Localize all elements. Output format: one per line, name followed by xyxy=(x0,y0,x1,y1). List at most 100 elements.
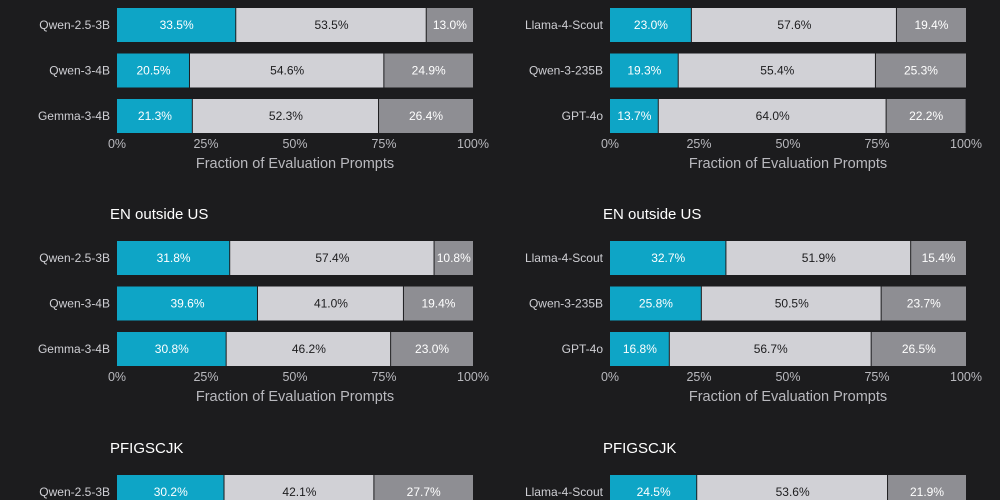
bar-value-label: 51.9% xyxy=(802,251,836,265)
bar-segment xyxy=(678,53,875,88)
panel-title: EN outside US xyxy=(110,206,208,223)
bar-value-label: 56.7% xyxy=(754,342,788,356)
bar-segment xyxy=(192,99,379,133)
bar-value-label: 23.7% xyxy=(907,297,941,311)
bar-value-label: 13.0% xyxy=(433,18,467,32)
bar-value-label: 27.7% xyxy=(407,485,441,499)
bar-value-label: 30.8% xyxy=(155,342,189,356)
category-label: Qwen-3-4B xyxy=(49,297,110,311)
x-axis-title: Fraction of Evaluation Prompts xyxy=(689,156,887,172)
x-tick-label: 100% xyxy=(950,137,982,151)
bar-segment xyxy=(374,475,473,500)
x-tick-label: 75% xyxy=(371,137,396,151)
bar-segment xyxy=(117,99,192,133)
bar-segment xyxy=(117,53,189,88)
bar-value-label: 20.5% xyxy=(136,64,170,78)
bar-segment xyxy=(726,241,911,275)
bar-segment xyxy=(610,475,697,500)
x-tick-label: 75% xyxy=(371,370,396,384)
x-tick-label: 100% xyxy=(457,137,489,151)
bar-segment xyxy=(691,8,896,42)
panel-title: PFIGSCJK xyxy=(603,440,676,457)
bar-segment xyxy=(610,241,726,275)
bar-segment xyxy=(117,332,226,366)
category-label: GPT-4o xyxy=(562,342,604,356)
x-tick-label: 0% xyxy=(108,370,126,384)
bar-value-label: 13.7% xyxy=(617,109,651,123)
bar-segment xyxy=(117,241,230,275)
bar-segment xyxy=(224,475,374,500)
bar-value-label: 23.0% xyxy=(634,18,668,32)
category-label: Gemma-3-4B xyxy=(38,342,110,356)
bar-value-label: 32.7% xyxy=(651,251,685,265)
bar-segment xyxy=(189,53,384,88)
bar-segment xyxy=(230,241,434,275)
bar-segment xyxy=(896,8,966,42)
category-label: Qwen-3-4B xyxy=(49,64,110,78)
x-tick-label: 25% xyxy=(686,137,711,151)
bar-segment xyxy=(658,99,886,133)
bar-segment xyxy=(871,332,966,366)
x-tick-label: 25% xyxy=(686,370,711,384)
bar-value-label: 25.3% xyxy=(904,64,938,78)
bar-segment xyxy=(610,286,701,321)
x-tick-label: 50% xyxy=(282,370,307,384)
category-label: Qwen-3-235B xyxy=(529,297,603,311)
bar-segment xyxy=(403,286,473,321)
bar-segment xyxy=(379,99,473,133)
bar-value-label: 15.4% xyxy=(922,251,956,265)
bar-value-label: 57.4% xyxy=(315,251,349,265)
bar-segment xyxy=(701,286,881,321)
category-label: Gemma-3-4B xyxy=(38,109,110,123)
category-label: Qwen-2.5-3B xyxy=(39,251,110,265)
bar-segment xyxy=(881,286,966,321)
bar-value-label: 31.8% xyxy=(157,251,191,265)
bar-value-label: 22.2% xyxy=(909,109,943,123)
bar-segment xyxy=(226,332,391,366)
bar-value-label: 53.6% xyxy=(776,485,810,499)
x-tick-label: 75% xyxy=(864,370,889,384)
bar-segment xyxy=(117,286,257,321)
bar-segment xyxy=(117,475,224,500)
bar-segment xyxy=(426,8,473,42)
panel-title: PFIGSCJK xyxy=(110,440,183,457)
bar-segment xyxy=(610,8,691,42)
bar-value-label: 26.5% xyxy=(902,342,936,356)
bar-segment xyxy=(669,332,871,366)
bar-value-label: 10.8% xyxy=(437,251,471,265)
bar-value-label: 26.4% xyxy=(409,109,443,123)
x-axis-title: Fraction of Evaluation Prompts xyxy=(196,389,394,405)
x-tick-label: 25% xyxy=(193,137,218,151)
bar-segment xyxy=(911,241,966,275)
category-label: Qwen-3-235B xyxy=(529,64,603,78)
bar-value-label: 21.9% xyxy=(910,485,944,499)
x-tick-label: 0% xyxy=(601,137,619,151)
x-axis-title: Fraction of Evaluation Prompts xyxy=(196,156,394,172)
bar-value-label: 23.0% xyxy=(415,342,449,356)
bar-value-label: 42.1% xyxy=(282,485,316,499)
category-label: Llama-4-Scout xyxy=(525,485,604,499)
category-label: Qwen-2.5-3B xyxy=(39,18,110,32)
bar-value-label: 52.3% xyxy=(269,109,303,123)
bar-value-label: 19.4% xyxy=(914,18,948,32)
bar-value-label: 25.8% xyxy=(639,297,673,311)
x-tick-label: 0% xyxy=(108,137,126,151)
x-tick-label: 100% xyxy=(457,370,489,384)
bar-value-label: 55.4% xyxy=(760,64,794,78)
bar-value-label: 50.5% xyxy=(775,297,809,311)
bar-segment xyxy=(117,8,236,42)
x-tick-label: 50% xyxy=(282,137,307,151)
bar-segment xyxy=(875,53,966,88)
bar-value-label: 41.0% xyxy=(314,297,348,311)
bar-segment xyxy=(434,241,473,275)
bar-segment xyxy=(384,53,473,88)
bar-value-label: 54.6% xyxy=(270,64,304,78)
x-tick-label: 25% xyxy=(193,370,218,384)
bar-value-label: 46.2% xyxy=(292,342,326,356)
bar-segment xyxy=(610,53,678,88)
bar-value-label: 19.4% xyxy=(421,297,455,311)
bar-value-label: 19.3% xyxy=(627,64,661,78)
bar-value-label: 21.3% xyxy=(138,109,172,123)
